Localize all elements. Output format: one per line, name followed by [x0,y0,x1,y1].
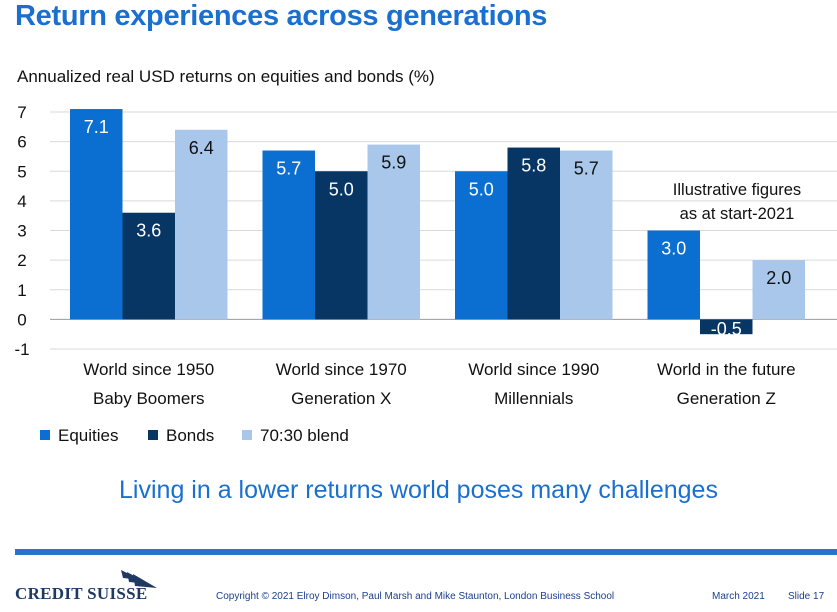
data-label: 5.7 [276,159,301,179]
x-category-label: Generation X [291,389,391,408]
footer-divider [15,549,837,555]
bar-bonds [700,319,753,335]
legend-label: Equities [58,426,118,445]
data-label: 7.1 [84,117,109,137]
legend-label: 70:30 blend [260,426,349,445]
y-tick-label: 2 [17,251,26,270]
y-tick-label: 0 [17,310,26,329]
bar-equities [647,230,700,320]
data-label: 5.0 [469,179,494,199]
y-tick-label: 3 [17,222,26,241]
slide-date: March 2021 [712,591,765,602]
x-category-label: World since 1970 [276,360,407,379]
takeaway-message: Living in a lower returns world poses ma… [119,476,718,504]
y-tick-label: 4 [17,192,26,211]
chart-annotation: as at start-2021 [680,205,795,223]
bar-bonds [315,171,368,320]
data-label: 3.6 [136,221,161,241]
y-tick-label: 1 [17,281,26,300]
slide-title: Return experiences across generations [15,0,548,32]
data-label: 5.7 [574,159,599,179]
y-tick-label: -1 [14,340,29,359]
data-label: 2.0 [766,268,791,288]
bar-chart: -1 0 1 2 3 4 5 6 7 7.1 3.6 6.4 World since 1950 Baby … [14,103,837,445]
bar-bonds [122,212,175,320]
x-category-label: Millennials [494,389,573,408]
y-tick-label: 6 [17,133,26,152]
x-category-label: World since 1950 [83,360,214,379]
chart-subtitle: Annualized real USD returns on equities … [17,67,435,86]
data-label: -0.5 [711,319,742,339]
data-label: 5.9 [381,153,406,173]
legend-swatch [242,430,252,440]
bar-70-30-blend [560,150,613,320]
slide-number: Slide 17 [788,591,825,602]
bar-equities [70,109,123,320]
y-tick-label: 5 [17,162,26,181]
data-label: 3.0 [661,239,686,259]
chart-annotation: Illustrative figures [673,181,801,199]
data-label: 5.8 [521,156,546,176]
x-category-label: Baby Boomers [93,389,205,408]
sail-logo-icon [121,570,157,588]
data-label: 5.0 [329,179,354,199]
bar-70-30-blend [752,260,805,320]
legend-swatch [148,430,158,440]
bar-equities [262,150,315,320]
x-category-label: World since 1990 [468,360,599,379]
bar-bonds [507,147,560,320]
legend-swatch [40,430,50,440]
data-label: 6.4 [189,138,214,158]
y-tick-label: 7 [17,103,26,122]
credit-suisse-logo: CREDIT SUISSE [15,568,185,608]
bar-70-30-blend [175,129,228,320]
legend-label: Bonds [166,426,214,445]
copyright-text: Copyright © 2021 Elroy Dimson, Paul Mars… [216,591,615,602]
bar-70-30-blend [367,144,420,320]
logo-wordmark: CREDIT SUISSE [15,584,148,603]
bar-equities [455,171,508,320]
x-category-label: Generation Z [677,389,776,408]
x-category-label: World in the future [657,360,796,379]
